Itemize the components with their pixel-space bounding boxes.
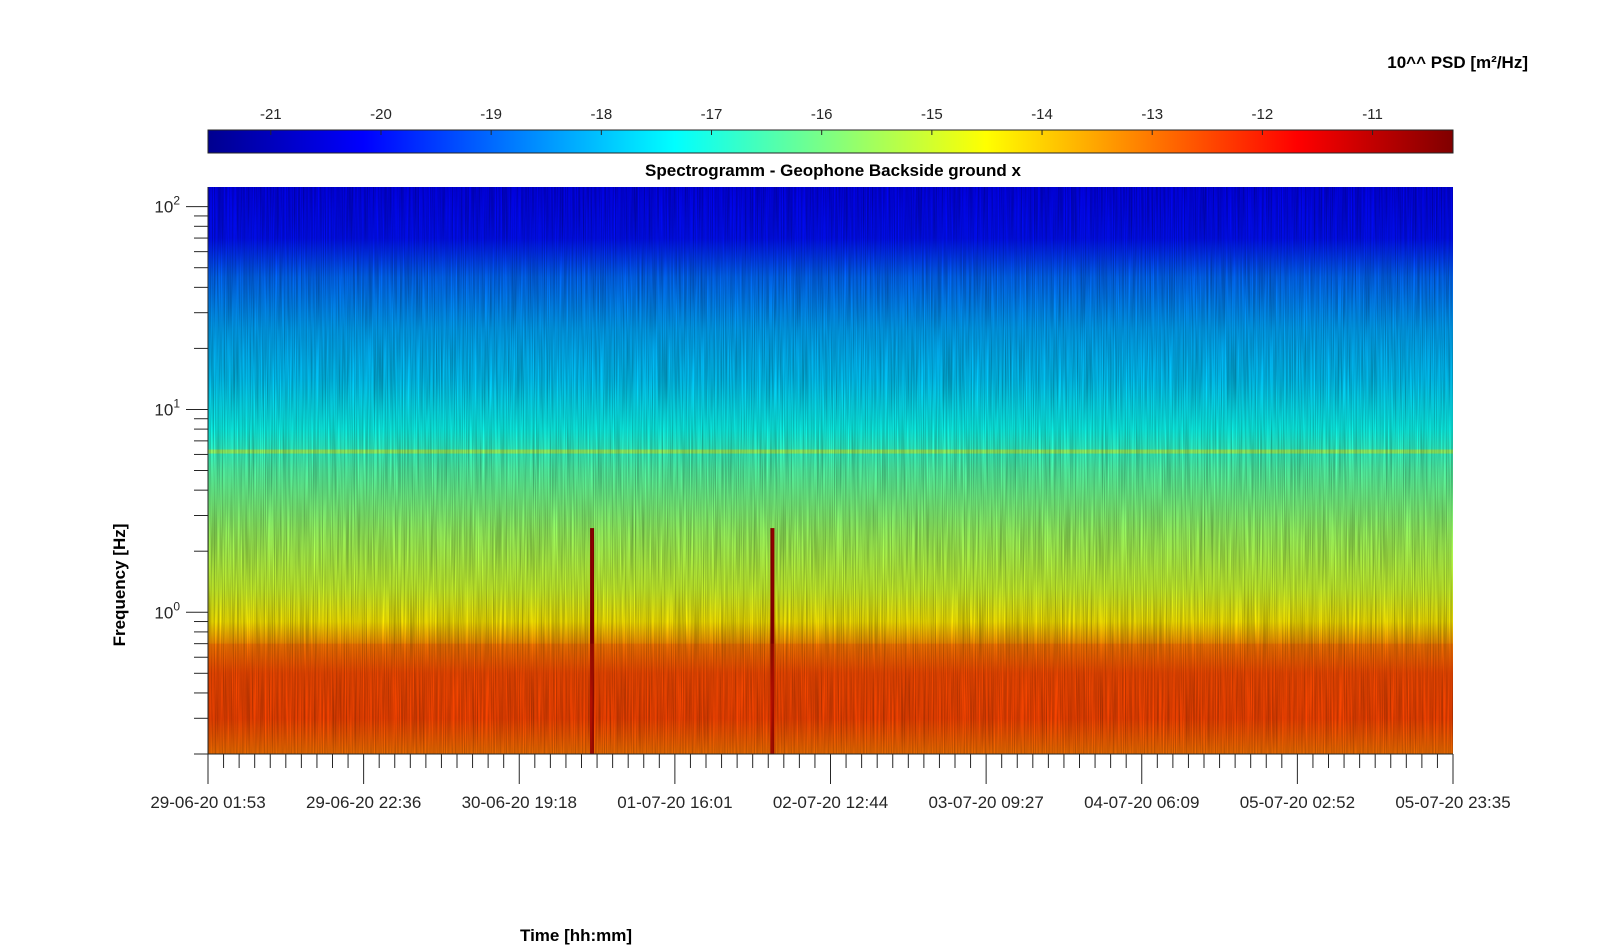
y-axis: 102 101 100 xyxy=(154,187,209,755)
colorbar-title: 10^^ PSD [m²/Hz] xyxy=(1387,53,1528,72)
x-tick-label: 04-07-20 06:09 xyxy=(1084,793,1199,812)
colorbar-tick-label: -11 xyxy=(1362,106,1383,123)
chart-title: Spectrogramm - Geophone Backside ground … xyxy=(645,161,1021,180)
colorbar-tick-label: -20 xyxy=(370,106,392,123)
colorbar-tick-label: -15 xyxy=(921,106,943,123)
colorbar: -21 -20 -19 -18 -17 -16 -15 -14 -13 -12 -11 xyxy=(207,106,1454,154)
y-tick-label: 101 xyxy=(154,396,180,419)
heatmap-grain xyxy=(208,187,1453,754)
x-tick-label: 01-07-20 16:01 xyxy=(617,793,732,812)
x-axis: 29-06-20 01:53 29-06-20 22:36 30-06-20 19:… xyxy=(150,753,1511,812)
x-tick-label: 30-06-20 19:18 xyxy=(462,793,577,812)
x-axis-label: Time [hh:mm] xyxy=(520,926,633,945)
colorbar-tick-label: -18 xyxy=(590,106,612,123)
x-tick-label: 29-06-20 01:53 xyxy=(150,793,265,812)
x-tick-label: 03-07-20 09:27 xyxy=(928,793,1043,812)
colorbar-tick-label: -13 xyxy=(1141,106,1163,123)
y-tick-label: 102 xyxy=(154,194,180,217)
colorbar-tick-label: -19 xyxy=(480,106,502,123)
x-ticks: 29-06-20 01:53 29-06-20 22:36 30-06-20 19:… xyxy=(150,754,1511,812)
colorbar-tick-label: -14 xyxy=(1031,106,1053,123)
y-tick-label: 100 xyxy=(154,599,180,622)
colorbar-tick-label: -12 xyxy=(1252,106,1274,123)
x-tick-label: 05-07-20 02:52 xyxy=(1240,793,1355,812)
colorbar-strip xyxy=(207,129,1454,154)
colorbar-ticks: -21 -20 -19 -18 -17 -16 -15 -14 -13 -12 -11 xyxy=(260,106,1383,135)
x-tick-label: 29-06-20 22:36 xyxy=(306,793,421,812)
heatmap xyxy=(208,187,1453,754)
x-tick-label: 02-07-20 12:44 xyxy=(773,793,888,812)
colorbar-tick-label: -16 xyxy=(811,106,833,123)
y-axis-label: Frequency [Hz] xyxy=(110,523,129,647)
colorbar-tick-label: -17 xyxy=(701,106,723,123)
y-ticks: 102 101 100 xyxy=(154,194,208,755)
x-tick-label: 05-07-20 23:35 xyxy=(1395,793,1510,812)
colorbar-tick-label: -21 xyxy=(260,106,282,123)
